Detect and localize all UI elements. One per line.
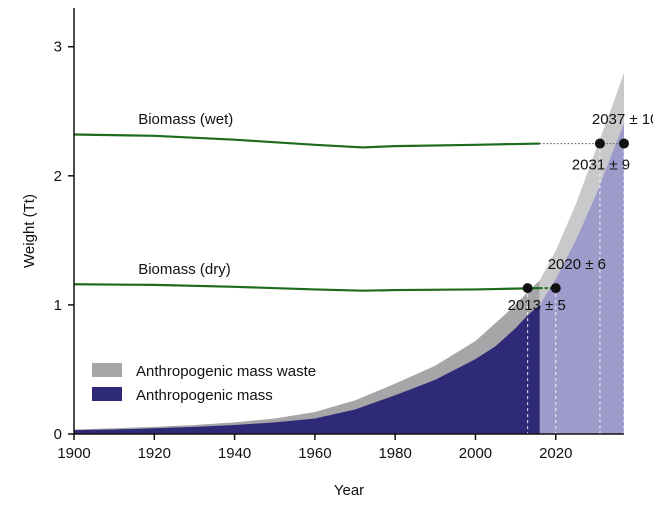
legend-swatch: [92, 363, 122, 377]
crossing-year-label: 2031 ± 9: [572, 156, 630, 173]
mass-area: [74, 304, 540, 434]
y-axis-label: Weight (Tt): [21, 194, 38, 268]
crossing-point-marker: [594, 138, 605, 149]
x-tick-label: 1900: [57, 445, 90, 462]
biomass-label: Biomass (wet): [138, 111, 233, 128]
biomass-label: Biomass (dry): [138, 261, 231, 278]
y-tick-label: 3: [54, 39, 62, 56]
legend-swatch: [92, 387, 122, 401]
crossing-point-marker: [522, 283, 533, 294]
x-axis-label: Year: [334, 482, 364, 499]
y-tick-label: 0: [54, 426, 62, 443]
crossing-year-label: 2037 ± 10: [592, 111, 653, 128]
x-tick-label: 1920: [138, 445, 171, 462]
x-tick-label: 1960: [298, 445, 331, 462]
crossing-point-marker: [550, 283, 561, 294]
crossing-year-label: 2020 ± 6: [548, 256, 606, 273]
x-tick-label: 1940: [218, 445, 251, 462]
crossing-year-label: 2013 ± 5: [508, 297, 566, 314]
crossing-point-marker: [619, 138, 629, 149]
y-tick-label: 2: [54, 168, 62, 185]
x-tick-label: 2020: [539, 445, 572, 462]
y-tick-label: 1: [54, 297, 62, 314]
mass-projection-area: [539, 124, 624, 434]
legend-label: Anthropogenic mass waste: [136, 363, 316, 380]
biomass-dry-line: [73, 283, 540, 292]
biomass-wet-line: [73, 133, 540, 149]
legend-label: Anthropogenic mass: [136, 387, 273, 404]
x-tick-label: 2000: [459, 445, 492, 462]
x-tick-label: 1980: [378, 445, 411, 462]
